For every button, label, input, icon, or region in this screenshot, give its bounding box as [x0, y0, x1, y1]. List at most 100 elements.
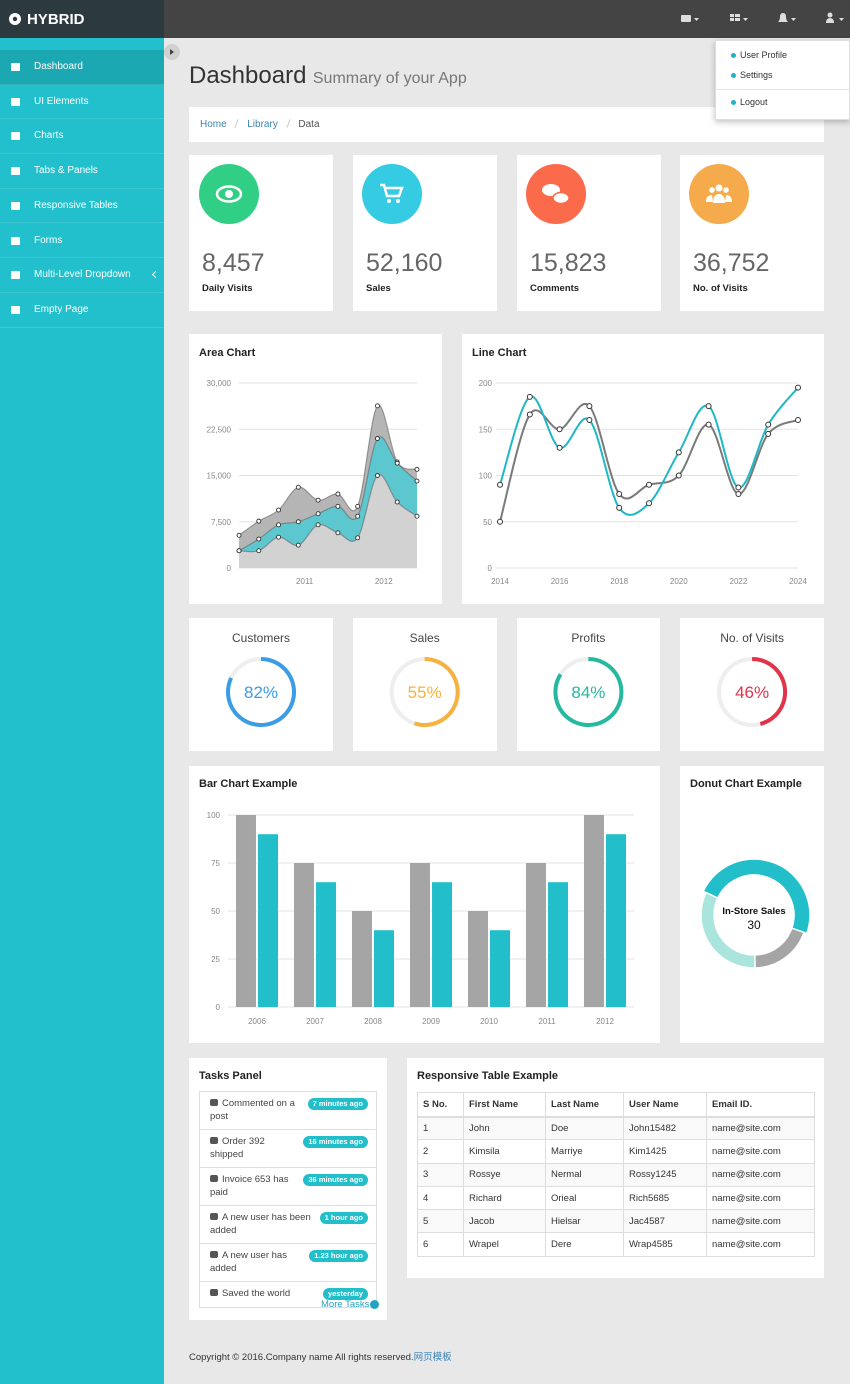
breadcrumb-separator — [234, 119, 239, 128]
task-label: A new user has added — [210, 1250, 287, 1274]
menu-icon — [11, 236, 20, 245]
task-time: 36 minutes ago — [303, 1174, 368, 1186]
task-text: Commented on a post — [210, 1098, 304, 1123]
bar-chart-panel — [189, 766, 660, 1043]
table-cell: Jacob — [463, 1209, 546, 1234]
dropdown-item[interactable]: Logout — [740, 97, 768, 107]
menu-item[interactable]: Responsive Tables — [0, 189, 164, 224]
table-row: 4 Richard Orieal Rich5685 name@site.com — [417, 1185, 815, 1211]
menu-item[interactable]: Dashboard — [0, 50, 164, 85]
task-time: 1.23 hour ago — [309, 1250, 368, 1262]
area-chart-panel — [189, 334, 442, 604]
stat-label: Sales — [366, 283, 391, 294]
stat-value: 52,160 — [366, 249, 443, 277]
panel-title: Responsive Table Example — [417, 1070, 559, 1082]
menu-icon — [11, 201, 20, 210]
menu-item[interactable]: Empty Page — [0, 293, 164, 328]
task-label: Invoice 653 has paid — [210, 1174, 289, 1198]
task-text: Invoice 653 has paid — [210, 1174, 299, 1199]
table-cell: Wrapel — [463, 1232, 546, 1257]
table-header-cell: First Name — [463, 1092, 546, 1118]
sidebar: Dashboard UI Elements Charts Tabs & Panels R… — [0, 38, 164, 1384]
breadcrumb-link[interactable]: Home — [200, 119, 227, 130]
task-item: A new user has been added 1 hour ago — [199, 1205, 377, 1244]
table-cell: Dere — [545, 1232, 624, 1257]
menu-label[interactable]: Empty Page — [34, 303, 89, 315]
table-cell: 4 — [417, 1185, 464, 1211]
task-text: A new user has added — [210, 1250, 305, 1275]
menu-label[interactable]: Multi-Level Dropdown — [34, 269, 131, 281]
table-cell: Richard — [463, 1185, 546, 1211]
page-subtitle: Summary of your App — [312, 70, 467, 87]
menu-label[interactable]: Responsive Tables — [34, 199, 118, 211]
task-time: 1 hour ago — [319, 1212, 368, 1224]
data-table: S No. First Name Last Name User Name Email I… — [417, 1092, 815, 1257]
menu-label[interactable]: Forms — [34, 234, 63, 246]
line-chart-panel — [462, 334, 824, 604]
footer-link[interactable]: 网页模板 — [413, 1352, 452, 1363]
table-cell: Kim1425 — [623, 1139, 707, 1164]
more-tasks[interactable]: More Tasks — [321, 1299, 370, 1310]
user-dropdown: User Profile Settings Logout — [715, 40, 850, 120]
table-row: 1 John Doe John15482 name@site.com — [417, 1115, 815, 1141]
menu-item[interactable]: Charts — [0, 119, 164, 155]
panel-title: Tasks Panel — [199, 1070, 262, 1082]
menu-label[interactable]: Tabs & Panels — [34, 165, 98, 177]
brand[interactable]: HYBRID — [0, 0, 164, 38]
task-item: Invoice 653 has paid 36 minutes ago — [199, 1167, 377, 1206]
table-cell: name@site.com — [706, 1162, 815, 1187]
table-cell: Nermal — [545, 1162, 624, 1187]
table-cell: name@site.com — [706, 1185, 815, 1211]
task-list: Commented on a post 7 minutes ago Order 39… — [199, 1091, 377, 1308]
task-item: Order 392 shipped 16 minutes ago — [199, 1129, 377, 1168]
table-cell: 1 — [417, 1115, 464, 1141]
task-time: yesterday — [322, 1288, 368, 1300]
table-cell: name@site.com — [706, 1232, 815, 1257]
dropdown-icon — [731, 100, 736, 105]
dropdown-item[interactable]: Settings — [740, 70, 773, 80]
page-header: Dashboard Summary of your App — [189, 62, 467, 90]
menu-item[interactable]: UI Elements — [0, 85, 164, 120]
menu-label[interactable]: UI Elements — [34, 95, 89, 107]
menu-label[interactable]: Charts — [34, 130, 64, 142]
menu-item[interactable]: Tabs & Panels — [0, 154, 164, 189]
stat-value: 8,457 — [202, 249, 265, 277]
footer: Copyright © 2016.Company name All rights… — [189, 1349, 452, 1363]
table-row: 5 Jacob Hielsar Jac4587 name@site.com — [417, 1209, 815, 1234]
table-cell: Orieal — [545, 1185, 624, 1211]
task-text: Order 392 shipped — [210, 1136, 299, 1161]
table-cell: 6 — [417, 1232, 464, 1257]
table-cell: Doe — [545, 1115, 624, 1141]
menu-label[interactable]: Dashboard — [34, 61, 83, 72]
table-header-row: S No. First Name Last Name User Name Email I… — [417, 1092, 815, 1118]
task-icon — [210, 1251, 218, 1258]
task-icon — [210, 1137, 218, 1144]
task-icon — [210, 1175, 218, 1182]
menu-icon — [11, 167, 20, 176]
donut-chart-panel — [680, 766, 824, 1043]
task-icon — [210, 1289, 218, 1296]
gauge-panel — [517, 618, 660, 751]
table-row: 2 Kimsila Marriye Kim1425 name@site.com — [417, 1139, 815, 1164]
table-header-cell: S No. — [417, 1092, 464, 1118]
brand-text[interactable]: HYBRID — [27, 11, 85, 28]
tasks-panel: Tasks Panel Commented on a post 7 minutes… — [189, 1058, 387, 1320]
table-cell: Rossy1245 — [623, 1162, 707, 1187]
breadcrumb-link[interactable]: Library — [247, 119, 278, 130]
dropdown-item[interactable]: User Profile — [740, 50, 788, 60]
more-tasks-icon — [370, 1300, 379, 1309]
submenu-arrow — [151, 271, 160, 279]
task-icon — [210, 1213, 218, 1220]
task-label: Order 392 shipped — [210, 1136, 265, 1160]
table-row: 6 Wrapel Dere Wrap4585 name@site.com — [417, 1232, 815, 1257]
breadcrumb-current: Data — [298, 119, 320, 130]
menu-item[interactable]: Forms — [0, 224, 164, 259]
menu-icon — [11, 271, 20, 280]
table-cell: 3 — [417, 1162, 464, 1187]
menu-item[interactable]: Multi-Level Dropdown — [0, 258, 164, 293]
gauge-panel — [680, 618, 824, 751]
task-text: Saved the world — [210, 1288, 319, 1301]
dropdown-icon — [731, 53, 736, 58]
table-cell: Marriye — [545, 1139, 624, 1164]
